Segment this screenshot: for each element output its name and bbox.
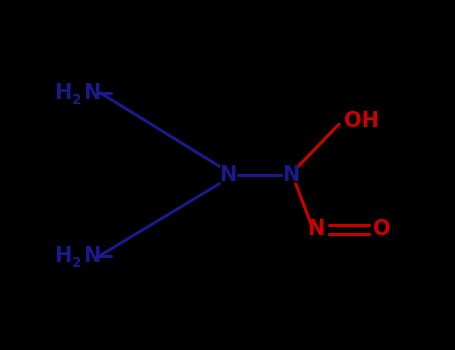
Text: N: N — [308, 219, 325, 239]
Text: N: N — [219, 165, 236, 185]
Text: N: N — [283, 165, 300, 185]
Text: H: H — [55, 83, 72, 103]
Text: N: N — [83, 83, 100, 103]
Text: 2: 2 — [72, 93, 81, 107]
Text: 2: 2 — [72, 256, 81, 270]
Text: OH: OH — [344, 111, 379, 131]
Text: H: H — [55, 245, 72, 266]
Text: O: O — [373, 219, 391, 239]
Text: N: N — [83, 245, 100, 266]
